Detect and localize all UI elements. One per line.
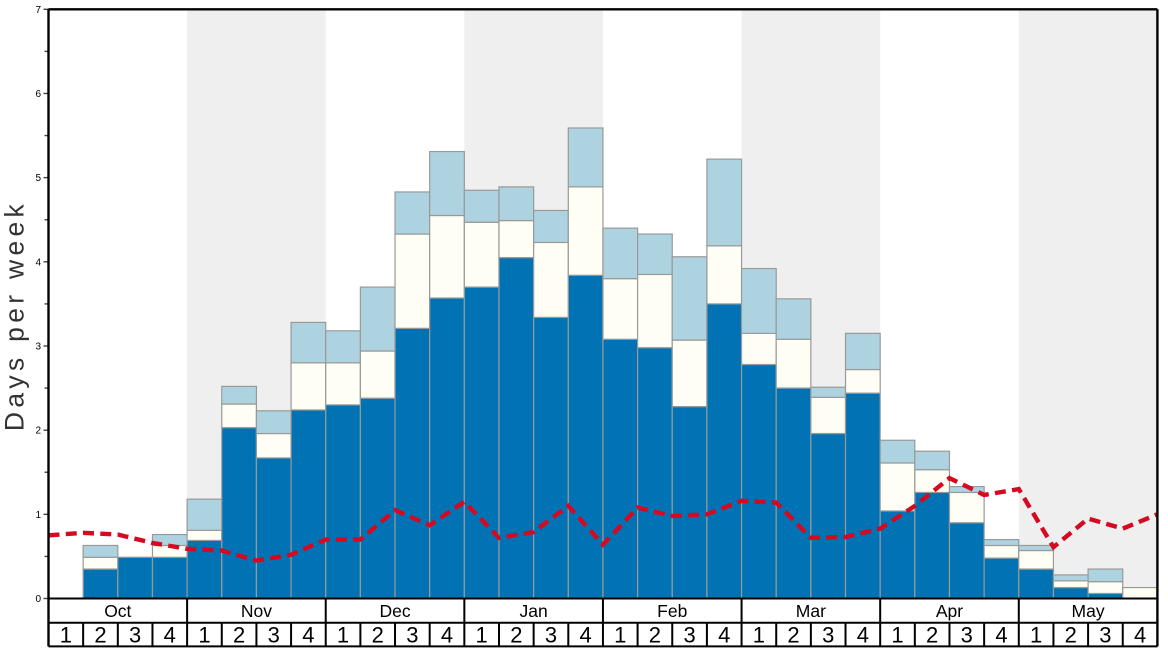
svg-text:2: 2	[649, 623, 661, 648]
svg-text:4: 4	[579, 623, 591, 648]
svg-text:1: 1	[337, 623, 349, 648]
svg-text:1: 1	[614, 623, 626, 648]
svg-text:Nov: Nov	[241, 601, 272, 621]
svg-text:4: 4	[1134, 623, 1146, 648]
svg-text:4: 4	[35, 257, 41, 268]
svg-text:Apr: Apr	[936, 601, 963, 621]
svg-text:Feb: Feb	[657, 601, 687, 621]
svg-text:2: 2	[94, 623, 106, 648]
svg-text:4: 4	[857, 623, 869, 648]
svg-text:May: May	[1072, 601, 1105, 621]
svg-text:Jan: Jan	[520, 601, 548, 621]
svg-text:3: 3	[1099, 623, 1111, 648]
svg-text:Oct: Oct	[104, 601, 131, 621]
svg-text:Mar: Mar	[796, 601, 826, 621]
svg-text:1: 1	[753, 623, 765, 648]
svg-text:2: 2	[510, 623, 522, 648]
svg-text:2: 2	[787, 623, 799, 648]
svg-text:3: 3	[822, 623, 834, 648]
svg-text:3: 3	[683, 623, 695, 648]
svg-text:7: 7	[35, 5, 41, 16]
svg-text:1: 1	[60, 623, 72, 648]
svg-text:1: 1	[1030, 623, 1042, 648]
svg-text:3: 3	[406, 623, 418, 648]
svg-text:4: 4	[995, 623, 1007, 648]
svg-text:4: 4	[441, 623, 453, 648]
svg-text:3: 3	[545, 623, 557, 648]
svg-text:1: 1	[198, 623, 210, 648]
svg-text:3: 3	[961, 623, 973, 648]
svg-text:2: 2	[926, 623, 938, 648]
svg-text:0: 0	[35, 594, 41, 605]
svg-text:Dec: Dec	[379, 601, 410, 621]
svg-text:2: 2	[1065, 623, 1077, 648]
svg-text:Days per week: Days per week	[0, 200, 30, 431]
svg-text:1: 1	[35, 510, 41, 521]
svg-text:1: 1	[891, 623, 903, 648]
svg-text:4: 4	[164, 623, 176, 648]
svg-text:4: 4	[718, 623, 730, 648]
svg-text:4: 4	[302, 623, 314, 648]
svg-text:2: 2	[233, 623, 245, 648]
svg-text:2: 2	[372, 623, 384, 648]
svg-text:3: 3	[268, 623, 280, 648]
svg-text:3: 3	[129, 623, 141, 648]
svg-text:3: 3	[35, 341, 41, 352]
svg-text:2: 2	[35, 426, 41, 437]
svg-text:5: 5	[35, 173, 41, 184]
svg-text:1: 1	[476, 623, 488, 648]
svg-text:6: 6	[35, 89, 41, 100]
